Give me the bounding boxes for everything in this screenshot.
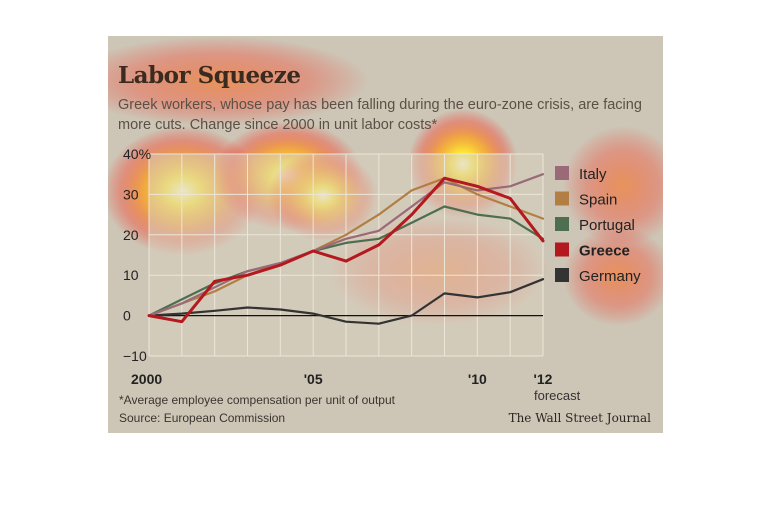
x-tick-label: '12 <box>534 371 553 387</box>
legend-swatch-italy <box>555 166 569 180</box>
y-tick-label: 40% <box>123 146 151 162</box>
legend-label-portugal: Portugal <box>579 217 635 234</box>
legend-label-germany: Germany <box>579 268 641 285</box>
x-tick-label: '10 <box>468 371 487 387</box>
footnote: *Average employee compensation per unit … <box>119 393 395 407</box>
legend-swatch-greece <box>555 242 569 257</box>
y-tick-label: 20 <box>123 227 139 243</box>
legend-label-italy: Italy <box>579 166 607 183</box>
chart-subtitle: Greek workers, whose pay has been fallin… <box>118 97 642 133</box>
series-line-italy <box>147 173 545 317</box>
y-tick-label: −10 <box>123 348 147 364</box>
forecast-label: forecast <box>534 388 581 403</box>
series-line-spain <box>147 177 545 317</box>
source-note: Source: European Commission <box>119 411 286 425</box>
legend-label-greece: Greece <box>579 243 630 260</box>
legend-label-spain: Spain <box>579 192 617 209</box>
legend-swatch-portugal <box>555 217 569 231</box>
series-line-greece <box>147 176 545 324</box>
y-tick-label: 10 <box>123 267 139 283</box>
x-tick-label: '05 <box>304 371 323 387</box>
legend-swatch-germany <box>555 268 569 282</box>
y-tick-label: 30 <box>123 186 139 202</box>
legend-swatch-spain <box>555 191 569 206</box>
chart-title: Labor Squeeze <box>118 62 301 89</box>
publisher-credit: The Wall Street Journal <box>508 411 651 425</box>
x-tick-label: 2000 <box>131 371 162 387</box>
series-line-germany <box>147 278 545 325</box>
y-tick-label: 0 <box>123 308 131 324</box>
